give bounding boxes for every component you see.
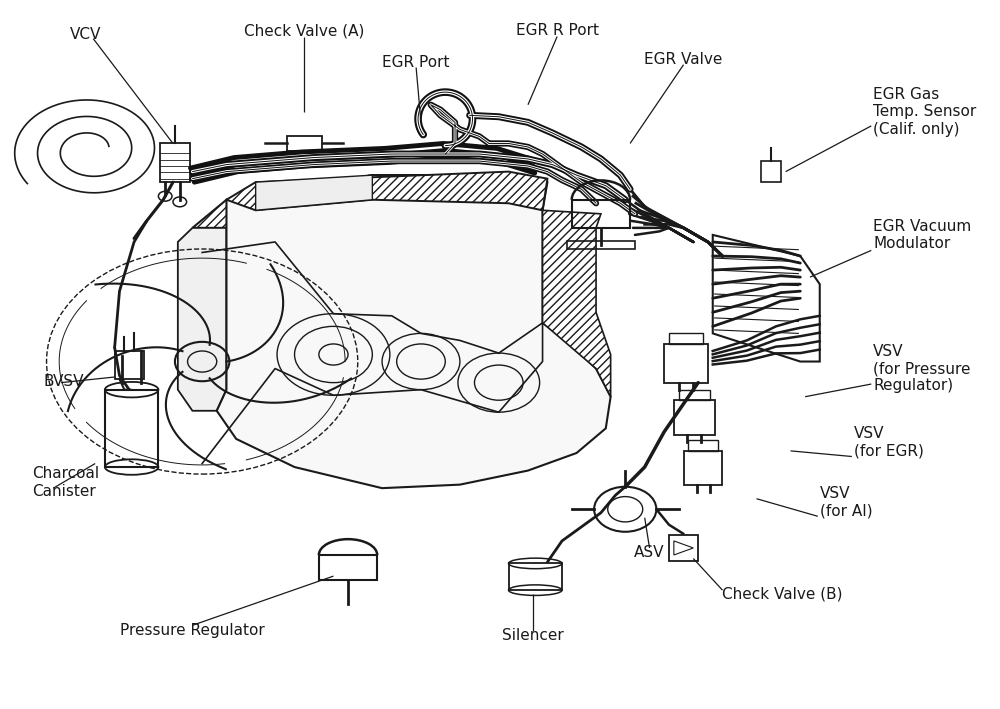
Text: VSV
(for Pressure
Regulator): VSV (for Pressure Regulator) <box>873 344 971 393</box>
Text: EGR Port: EGR Port <box>382 55 450 70</box>
Text: EGR Vacuum
Modulator: EGR Vacuum Modulator <box>873 218 971 251</box>
Text: Check Valve (B): Check Valve (B) <box>722 586 843 601</box>
Polygon shape <box>217 175 611 489</box>
Polygon shape <box>192 175 547 228</box>
Text: VSV
(for AI): VSV (for AI) <box>820 486 872 518</box>
Text: Charcoal
Canister: Charcoal Canister <box>32 467 99 498</box>
Text: EGR Valve: EGR Valve <box>644 52 723 67</box>
Text: Check Valve (A): Check Valve (A) <box>244 23 364 38</box>
Polygon shape <box>226 172 547 211</box>
Bar <box>115 351 144 379</box>
Bar <box>761 161 781 182</box>
Text: EGR Gas
Temp. Sensor
(Calif. only): EGR Gas Temp. Sensor (Calif. only) <box>873 87 976 137</box>
Text: Pressure Regulator: Pressure Regulator <box>120 623 265 638</box>
Bar <box>674 400 715 435</box>
Bar <box>160 143 190 182</box>
Bar <box>684 451 722 485</box>
Polygon shape <box>178 228 226 411</box>
Polygon shape <box>256 175 372 211</box>
Bar <box>669 535 698 561</box>
Polygon shape <box>713 235 820 362</box>
Bar <box>287 136 322 150</box>
Text: ASV: ASV <box>634 545 665 560</box>
Text: BVSV: BVSV <box>44 374 84 389</box>
Polygon shape <box>543 211 611 397</box>
Bar <box>679 390 710 400</box>
Text: VSV
(for EGR): VSV (for EGR) <box>854 426 924 459</box>
Text: Silencer: Silencer <box>502 628 564 643</box>
Bar <box>688 440 718 451</box>
Bar <box>567 240 635 249</box>
Bar <box>669 333 703 344</box>
Text: EGR R Port: EGR R Port <box>516 23 599 38</box>
Bar <box>572 200 630 228</box>
Text: VCV: VCV <box>70 27 101 42</box>
Bar <box>319 555 377 579</box>
Bar <box>105 390 158 467</box>
Bar <box>509 564 562 590</box>
Bar <box>664 344 708 383</box>
